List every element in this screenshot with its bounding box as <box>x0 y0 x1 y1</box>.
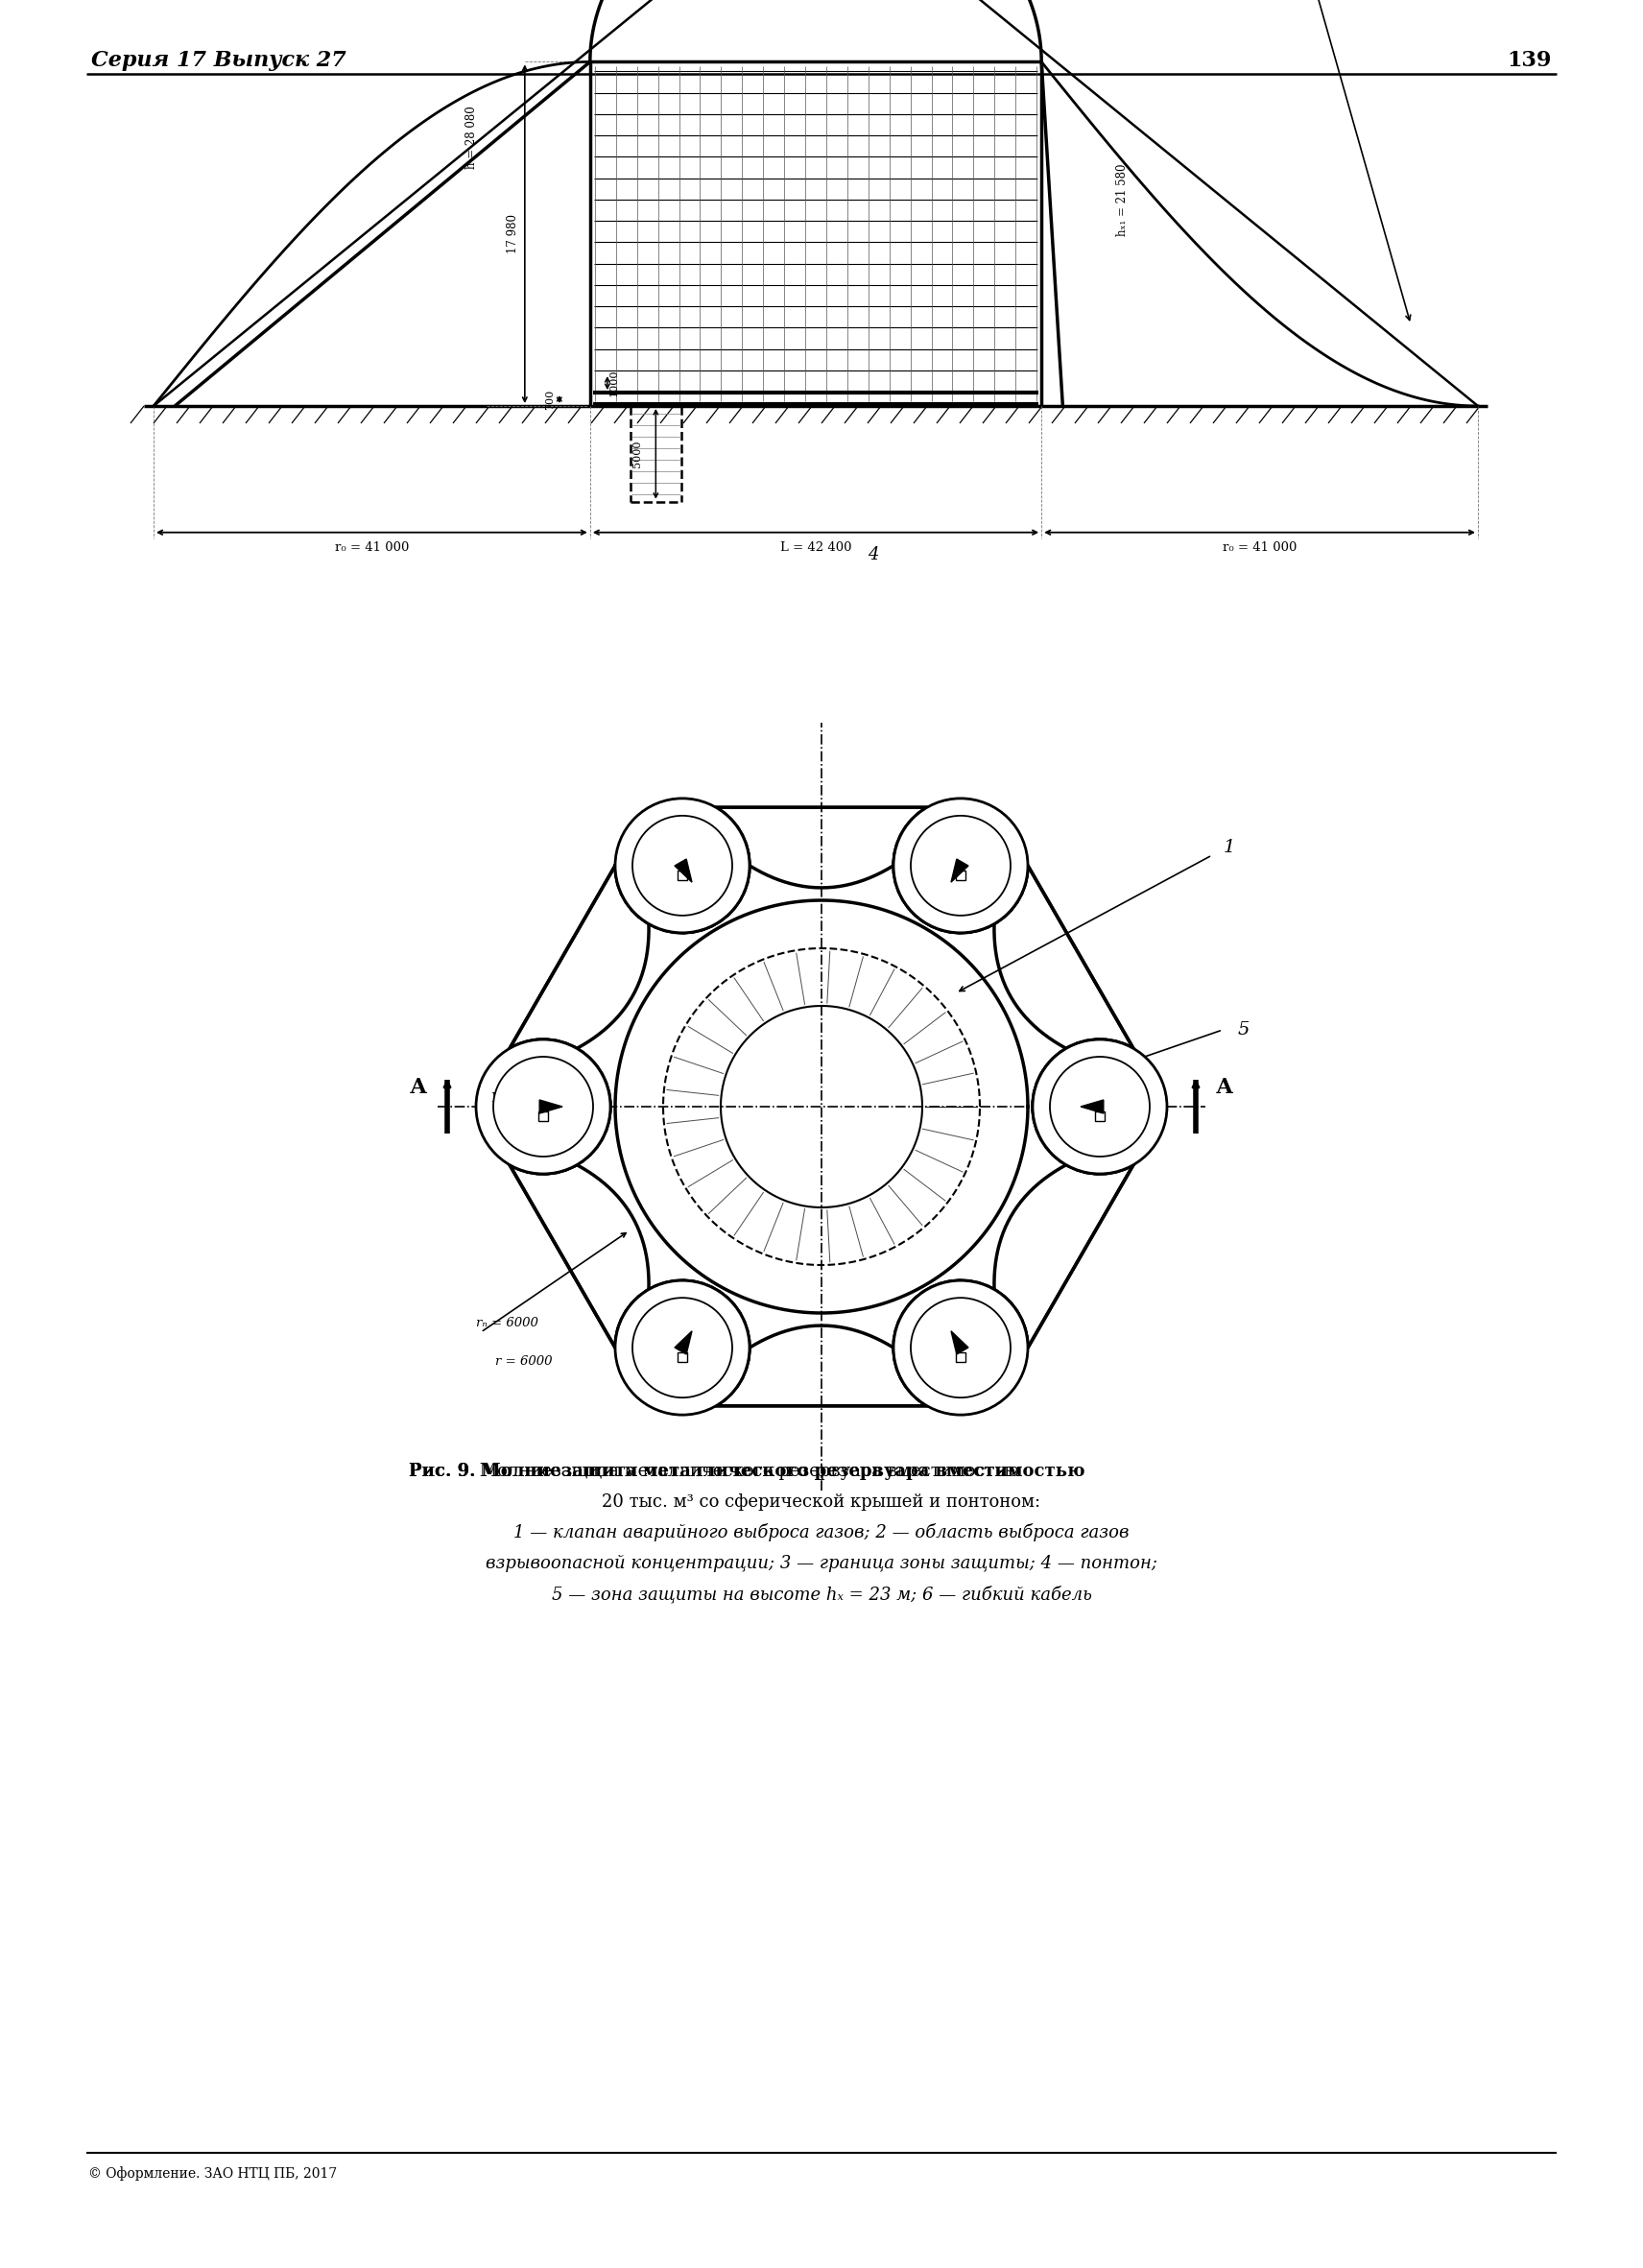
Polygon shape <box>539 1100 562 1114</box>
Bar <box>677 871 687 880</box>
Text: 17 980: 17 980 <box>506 213 519 254</box>
Text: 5000: 5000 <box>633 440 642 467</box>
Circle shape <box>910 816 1010 916</box>
Text: Молниезащита металлического резервуара вместимостью: Молниезащита металлического резервуара в… <box>475 1463 1019 1481</box>
Text: Рис. 9.: Рис. 9. <box>409 1463 475 1481</box>
Text: 5: 5 <box>1237 1021 1250 1039</box>
Text: М6: М6 <box>983 1349 1002 1361</box>
Text: 4: 4 <box>868 547 879 562</box>
Text: r⁣ = 6000: r⁣ = 6000 <box>495 1354 552 1368</box>
Bar <box>677 1352 687 1363</box>
Text: взрывоопасной концентрации; 3 — граница зоны защиты; 4 — понтон;: взрывоопасной концентрации; 3 — граница … <box>486 1556 1157 1572</box>
Bar <box>539 1111 549 1120</box>
Polygon shape <box>675 860 692 882</box>
Text: 5 — зона защиты на высоте hₓ = 23 м; 6 — гибкий кабель: 5 — зона защиты на высоте hₓ = 23 м; 6 —… <box>552 1585 1091 1603</box>
Text: © Оформление. ЗАО НТЦ ПБ, 2017: © Оформление. ЗАО НТЦ ПБ, 2017 <box>89 2166 337 2182</box>
Text: r₀ = 41 000: r₀ = 41 000 <box>335 542 409 553</box>
Text: М2: М2 <box>490 1093 511 1105</box>
Text: М5: М5 <box>1107 1095 1129 1109</box>
Polygon shape <box>1081 1100 1104 1114</box>
Text: М4: М4 <box>983 853 1002 864</box>
Text: L = 42 400: L = 42 400 <box>780 542 851 553</box>
Text: 1 — клапан аварийного выброса газов; 2 — область выброса газов: 1 — клапан аварийного выброса газов; 2 —… <box>514 1524 1129 1542</box>
Bar <box>1094 1111 1104 1120</box>
Text: 1000: 1000 <box>610 370 619 397</box>
Circle shape <box>614 1281 749 1415</box>
Text: Серия 17 Выпуск 27: Серия 17 Выпуск 27 <box>90 50 347 70</box>
Text: hₓ₁ = 21 580: hₓ₁ = 21 580 <box>1116 163 1129 236</box>
Circle shape <box>894 1281 1029 1415</box>
Circle shape <box>493 1057 593 1157</box>
Polygon shape <box>675 1331 692 1354</box>
Circle shape <box>633 1297 733 1397</box>
Text: А: А <box>409 1077 427 1098</box>
Circle shape <box>894 798 1029 932</box>
Text: 1: 1 <box>1224 839 1236 855</box>
Circle shape <box>910 1297 1010 1397</box>
Text: 700: 700 <box>545 390 555 411</box>
Circle shape <box>633 816 733 916</box>
Circle shape <box>1033 1039 1167 1175</box>
Polygon shape <box>951 1331 968 1354</box>
Text: 139: 139 <box>1507 50 1553 70</box>
Text: М1: М1 <box>692 1359 713 1372</box>
Bar <box>956 871 966 880</box>
Circle shape <box>476 1039 610 1175</box>
Text: 20 тыс. м³ со сферической крышей и понтоном:: 20 тыс. м³ со сферической крышей и понто… <box>601 1492 1042 1510</box>
Circle shape <box>614 798 749 932</box>
Circle shape <box>1050 1057 1150 1157</box>
Polygon shape <box>951 860 968 882</box>
Text: rₙ = 6000: rₙ = 6000 <box>476 1315 539 1329</box>
Text: Рис. 9. Молниезащита металлического резервуара вместимостью: Рис. 9. Молниезащита металлического резе… <box>409 1463 1084 1481</box>
Text: М3: М3 <box>652 853 674 864</box>
Text: А: А <box>1216 1077 1234 1098</box>
Text: h = 28 080: h = 28 080 <box>465 107 478 168</box>
Text: r₀ = 41 000: r₀ = 41 000 <box>1222 542 1296 553</box>
Bar <box>956 1352 966 1363</box>
Polygon shape <box>509 807 1134 1406</box>
